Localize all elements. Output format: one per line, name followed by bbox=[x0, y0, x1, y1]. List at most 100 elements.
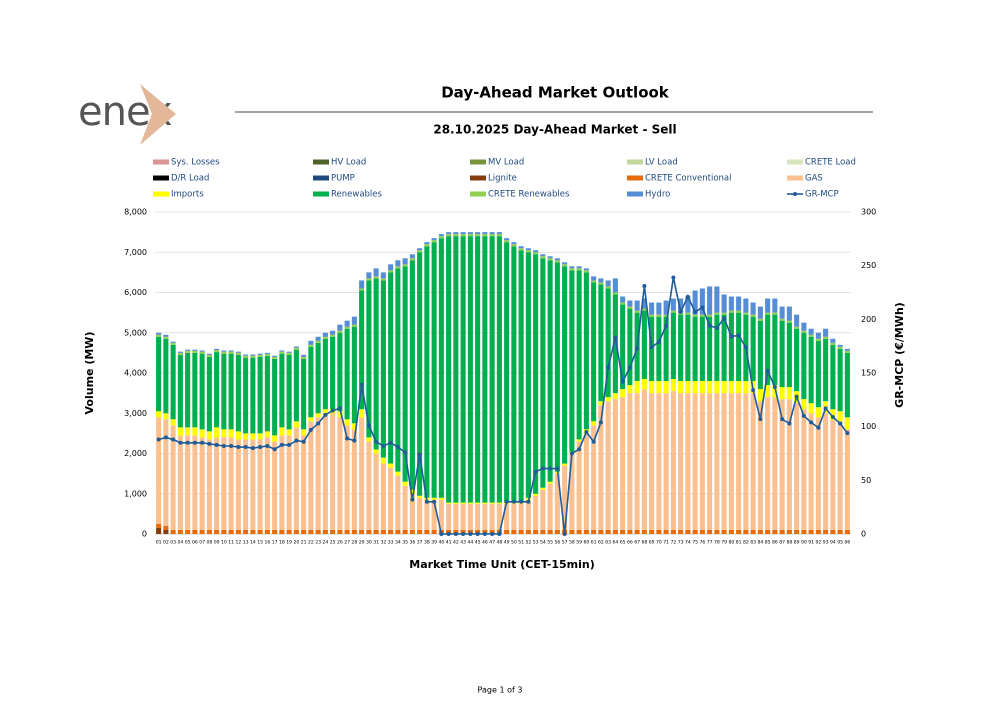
bar-segment bbox=[714, 286, 720, 313]
legend-label: CRETE Load bbox=[805, 158, 856, 168]
x-tick-label: 21 bbox=[301, 540, 307, 546]
bar-segment bbox=[504, 242, 510, 503]
bar-segment bbox=[264, 356, 270, 432]
x-tick-label: 11 bbox=[228, 540, 234, 546]
bar-segment bbox=[721, 393, 727, 530]
bar-segment bbox=[583, 529, 589, 534]
logo: enex bbox=[78, 84, 176, 145]
bar-segment bbox=[721, 294, 727, 313]
bar-segment bbox=[743, 312, 749, 315]
bar-segment bbox=[699, 288, 705, 315]
line-marker bbox=[729, 334, 734, 339]
line-marker bbox=[178, 440, 183, 445]
bar-segment bbox=[344, 320, 350, 327]
x-tick-label: 90 bbox=[801, 540, 807, 546]
bar-segment bbox=[540, 258, 546, 488]
bar-segment bbox=[750, 529, 756, 534]
bar-segment bbox=[264, 437, 270, 530]
bar-segment bbox=[685, 314, 691, 382]
bar-segment bbox=[417, 495, 423, 498]
bar-segment bbox=[823, 413, 829, 530]
bar-segment bbox=[221, 437, 227, 530]
line-marker bbox=[200, 440, 205, 445]
bar-segment bbox=[779, 318, 785, 321]
bar-segment bbox=[576, 268, 582, 271]
bar-segment bbox=[301, 358, 307, 430]
bar-segment bbox=[620, 397, 626, 530]
bar-segment bbox=[786, 387, 792, 400]
bar-segment bbox=[598, 278, 604, 283]
bar-segment bbox=[366, 272, 372, 279]
bar-segment bbox=[576, 439, 582, 442]
line-marker bbox=[685, 294, 690, 299]
line-marker bbox=[787, 421, 792, 426]
bar-segment bbox=[250, 433, 256, 440]
bar-segment bbox=[366, 441, 372, 530]
bar-segment bbox=[424, 244, 430, 247]
line-marker bbox=[214, 442, 219, 447]
bar-segment bbox=[156, 332, 162, 335]
bar-segment bbox=[177, 351, 183, 353]
line-marker bbox=[620, 379, 625, 384]
bar-segment bbox=[395, 475, 401, 530]
bar-segment bbox=[583, 433, 589, 530]
bar-segment bbox=[206, 529, 212, 534]
bar-segment bbox=[279, 435, 285, 530]
bar-segment bbox=[170, 425, 176, 530]
x-tick-label: 82 bbox=[743, 540, 749, 546]
bar-segment bbox=[765, 385, 771, 398]
bar-segment bbox=[185, 427, 191, 436]
bar-segment bbox=[359, 529, 365, 534]
bar-segment bbox=[649, 314, 655, 317]
x-tick-label: 78 bbox=[714, 540, 720, 546]
x-tick-label: 30 bbox=[366, 540, 372, 546]
legend-label: Renewables bbox=[331, 190, 383, 200]
line-marker bbox=[272, 447, 277, 452]
bar-segment bbox=[163, 529, 169, 534]
legend-swatch bbox=[153, 159, 169, 165]
bar-segment bbox=[830, 338, 836, 343]
bar-segment bbox=[373, 529, 379, 534]
bar-segment bbox=[308, 421, 314, 530]
x-tick-label: 96 bbox=[844, 540, 850, 546]
bar-segment bbox=[707, 316, 713, 382]
line-marker bbox=[816, 425, 821, 430]
x-tick-label: 92 bbox=[815, 540, 821, 546]
bar-segment bbox=[156, 336, 162, 412]
x-tick-label: 31 bbox=[373, 540, 379, 546]
bar-segment bbox=[678, 298, 684, 313]
x-tick-label: 27 bbox=[344, 540, 350, 546]
bar-segment bbox=[409, 260, 415, 490]
x-tick-label: 65 bbox=[620, 540, 626, 546]
legend-label: CRETE Conventional bbox=[645, 174, 732, 184]
bar-segment bbox=[699, 314, 705, 317]
line-marker bbox=[258, 445, 263, 450]
bar-segment bbox=[264, 431, 270, 438]
line-marker bbox=[192, 440, 197, 445]
bar-segment bbox=[380, 457, 386, 464]
legend-swatch bbox=[470, 159, 486, 165]
bar-segment bbox=[417, 529, 423, 534]
bar-segment bbox=[395, 471, 401, 476]
y2-tick-label: 200 bbox=[861, 315, 876, 324]
bar-segment bbox=[678, 314, 684, 382]
bar-segment bbox=[627, 308, 633, 386]
bar-segment bbox=[380, 463, 386, 530]
bar-segment bbox=[496, 503, 502, 530]
bar-segment bbox=[779, 399, 785, 530]
bar-segment bbox=[257, 356, 263, 434]
bar-segment bbox=[496, 232, 502, 235]
bar-segment bbox=[264, 354, 270, 357]
bar-segment bbox=[533, 252, 539, 255]
line-marker bbox=[374, 439, 379, 444]
bar-segment bbox=[649, 393, 655, 530]
x-tick-label: 34 bbox=[395, 540, 401, 546]
bar-segment bbox=[446, 503, 452, 530]
bar-segment bbox=[235, 351, 241, 353]
bar-segment bbox=[837, 346, 843, 349]
bar-segment bbox=[772, 529, 778, 534]
bar-segment bbox=[308, 340, 314, 345]
bar-segment bbox=[670, 298, 676, 311]
bar-segment bbox=[844, 348, 850, 351]
bar-segment bbox=[779, 320, 785, 388]
